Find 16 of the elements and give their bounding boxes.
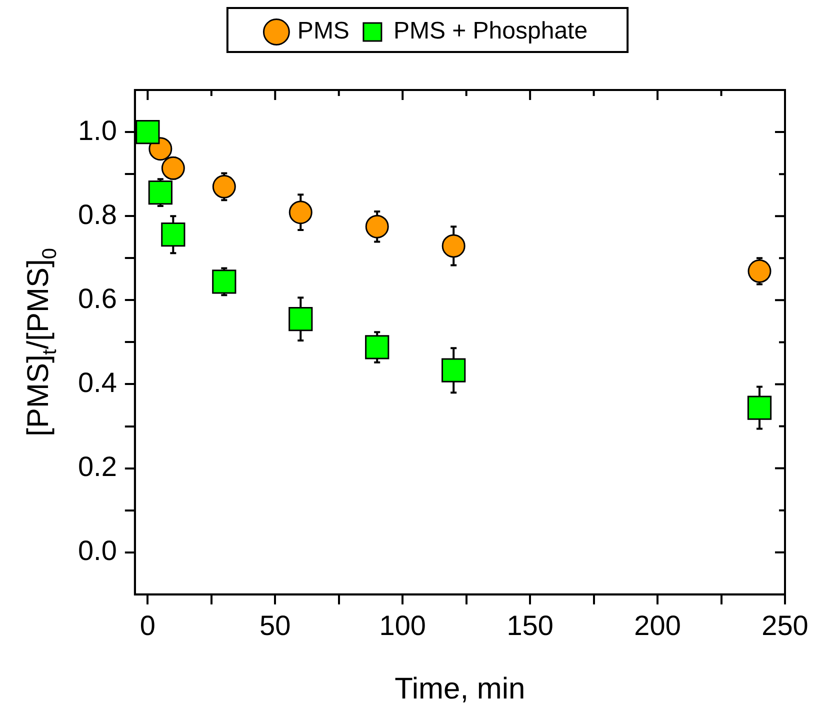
y-tick-label: 0.6 [78, 282, 117, 314]
legend-label: PMS [297, 18, 350, 45]
y-tick-label: 0.2 [78, 451, 117, 482]
x-tick-label: 200 [634, 610, 681, 641]
x-axis-title: Time, min [394, 672, 526, 706]
x-tick-label: 150 [506, 610, 554, 641]
x-tick-label: 250 [762, 610, 808, 641]
y-tick-label: 1.0 [78, 114, 117, 146]
y-axis-title: [PMS]t/[PMS]0 [22, 248, 61, 436]
y-tick-label: 0.0 [78, 535, 117, 566]
y-tick-label: 0.4 [78, 366, 117, 398]
x-tick-label: 50 [260, 610, 291, 641]
y-tick-label: 0.8 [78, 198, 117, 230]
x-tick-label: 100 [379, 610, 426, 641]
legend-label: PMS + Phosphate [393, 18, 588, 45]
x-tick-label: 0 [140, 610, 156, 641]
